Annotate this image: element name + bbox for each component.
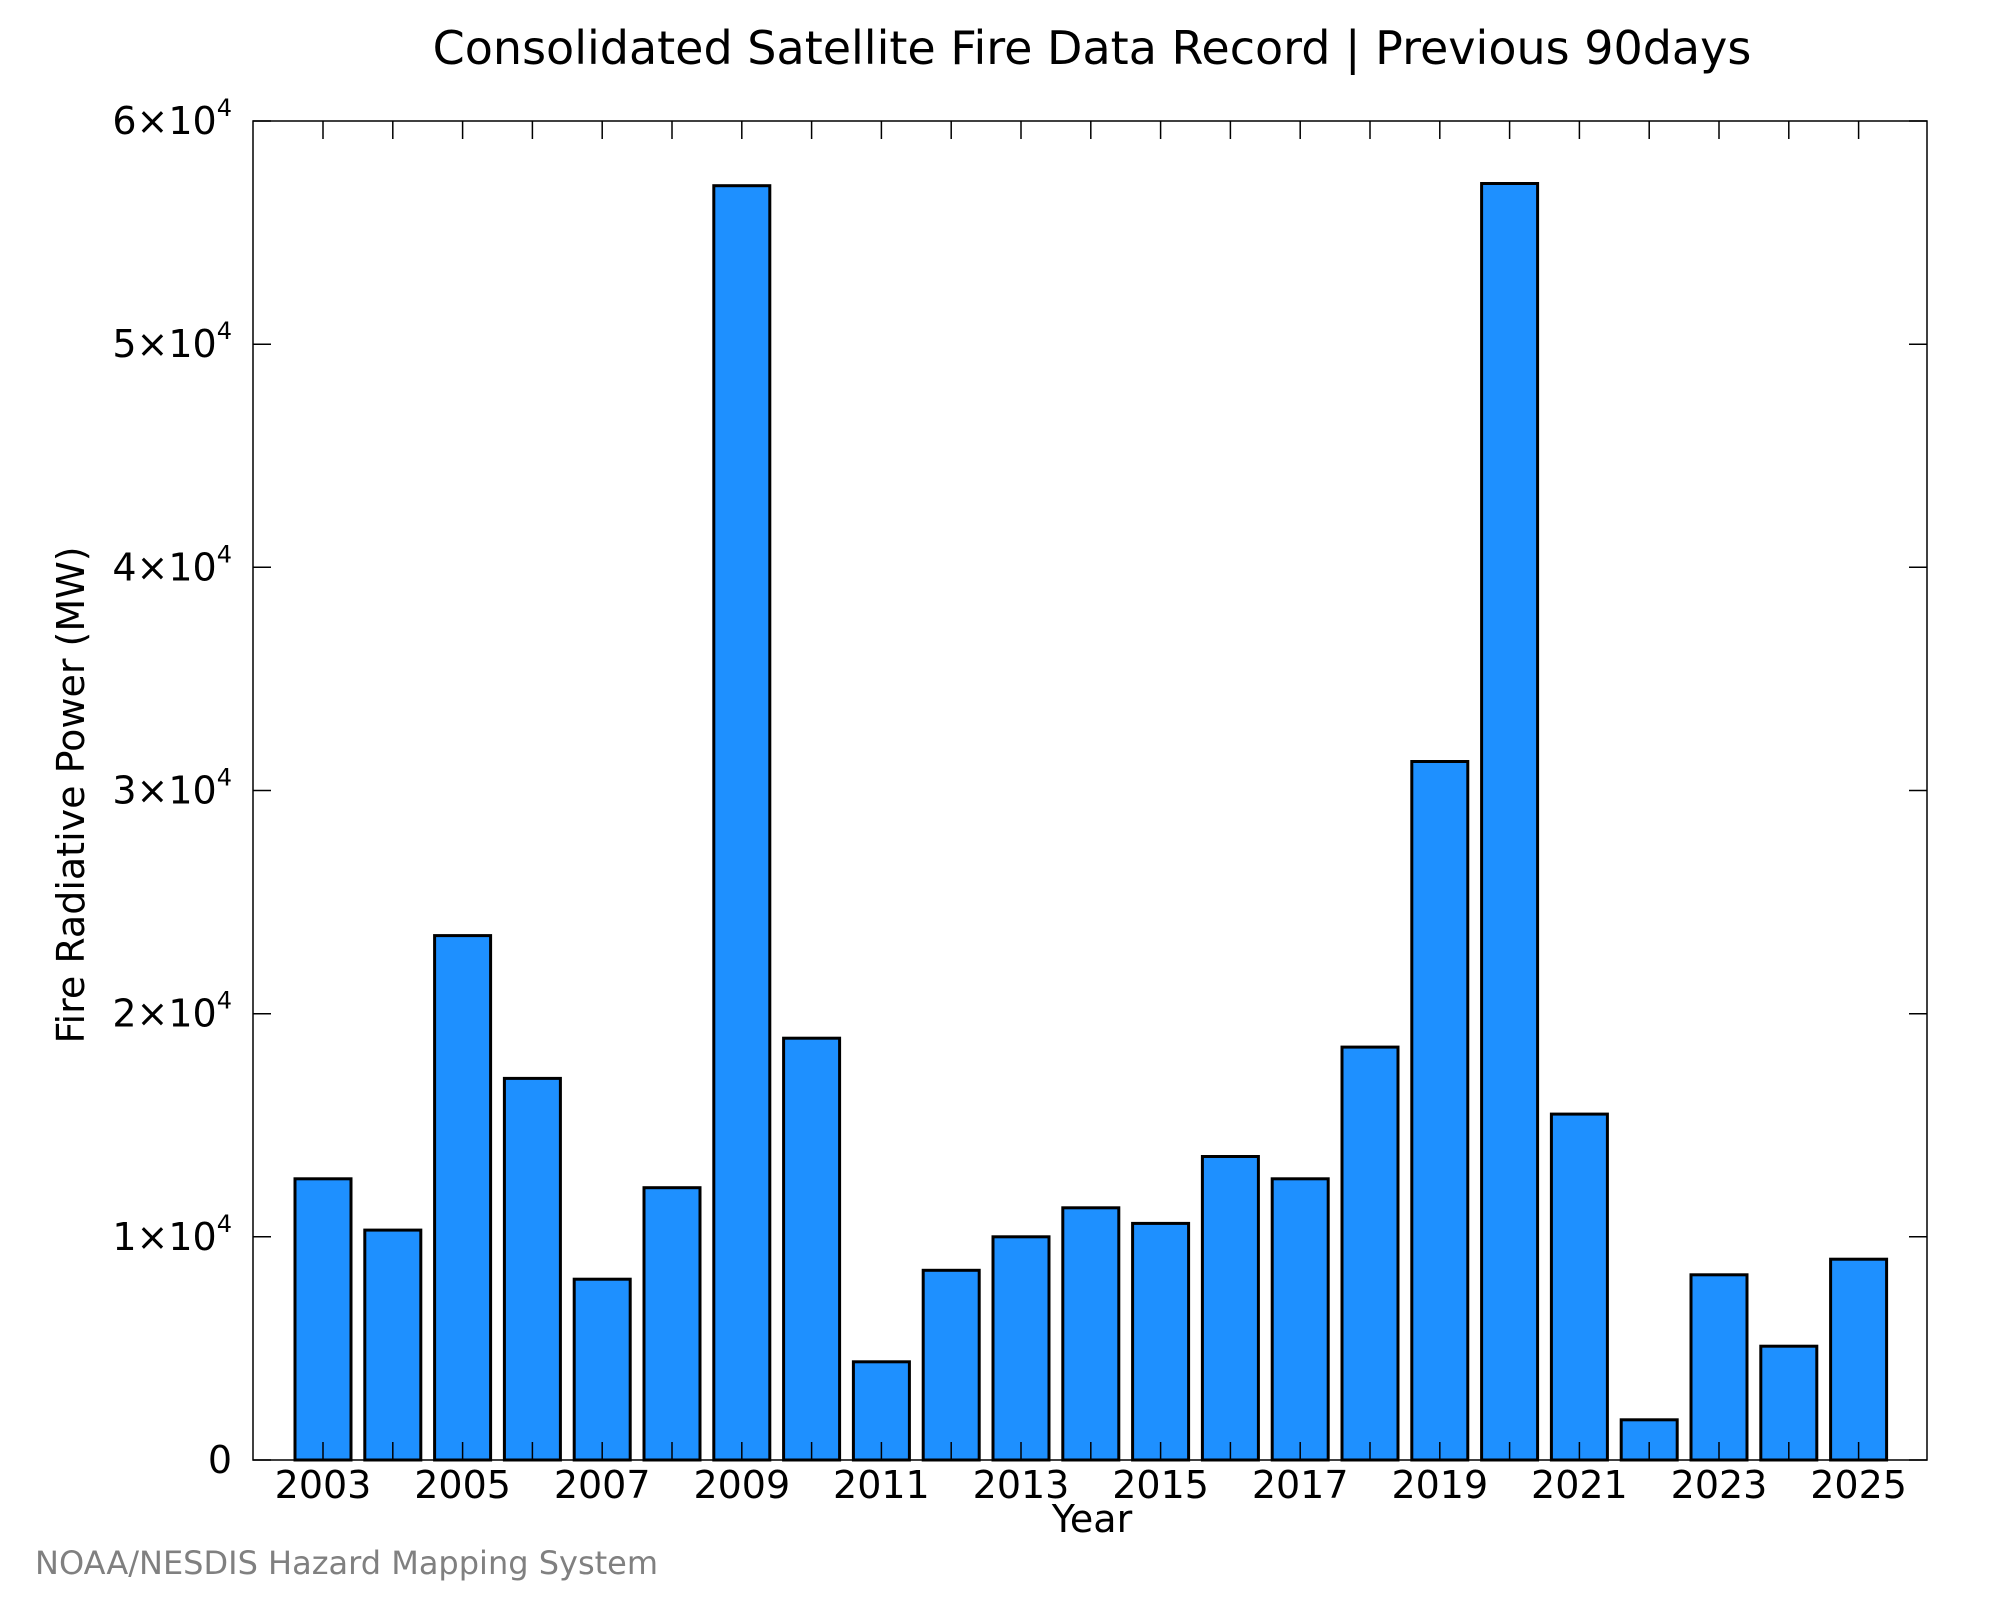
y-tick-exponent: 4 [217,540,232,568]
x-tick-label: 2015 [1112,1463,1209,1507]
y-tick-label: 0 [208,1438,232,1482]
bar-2017 [1270,1177,1330,1462]
bars-group [293,182,1889,1462]
bar-2007 [572,1277,632,1462]
bar-2003 [293,1177,353,1462]
bar-2020 [1480,182,1540,1462]
bar-2006 [502,1076,562,1462]
x-tick-label: 2011 [833,1463,930,1507]
y-tick-exponent: 4 [217,94,232,122]
bar-2008 [642,1186,702,1462]
x-tick-label: 2003 [275,1463,372,1507]
y-tick-exponent: 4 [217,317,232,345]
x-tick-label: 2017 [1252,1463,1349,1507]
credit-text: NOAA/NESDIS Hazard Mapping System [35,1544,658,1582]
bar-2010 [782,1036,842,1462]
bar-2018 [1340,1045,1400,1462]
bar-2013 [991,1235,1051,1462]
bar-2019 [1410,760,1470,1462]
x-tick-label: 2021 [1531,1463,1628,1507]
y-axis: 0 1×104 2×104 3×104 4×104 5×104 6×104 [112,94,1927,1482]
y-tick-label: 6×104 [112,94,232,143]
x-tick-label: 2009 [693,1463,790,1507]
y-tick-label: 4×104 [112,540,232,589]
x-axis: 2003 2005 2007 2009 2011 2013 2015 2017 2019 2021… [275,121,1907,1507]
bar-2021 [1549,1112,1609,1462]
y-tick-label: 3×104 [112,764,232,813]
x-tick-label: 2023 [1671,1463,1768,1507]
y-tick-label: 2×104 [112,987,232,1036]
x-tick-label: 2005 [414,1463,511,1507]
bar-2005 [433,934,493,1462]
y-tick-exponent: 4 [217,987,232,1015]
y-tick-exponent: 4 [217,764,232,792]
x-tick-label: 2025 [1810,1463,1907,1507]
bar-2012 [921,1268,981,1462]
bar-2025 [1829,1257,1889,1462]
x-tick-label: 2007 [554,1463,651,1507]
bar-2014 [1061,1206,1121,1462]
bar-2016 [1200,1155,1260,1462]
x-tick-label: 2019 [1391,1463,1488,1507]
bar-2009 [712,184,772,1462]
x-axis-label: Year [1051,1497,1133,1541]
y-tick-exponent: 4 [217,1210,232,1238]
chart-title: Consolidated Satellite Fire Data Record … [433,21,1752,76]
y-tick-label: 5×104 [112,317,232,366]
bar-2023 [1689,1273,1749,1462]
bar-2004 [363,1228,423,1462]
bar-2015 [1131,1221,1191,1462]
y-tick-label: 1×104 [112,1210,232,1259]
x-tick-label: 2013 [973,1463,1070,1507]
y-axis-label: Fire Radiative Power (MW) [49,546,93,1043]
